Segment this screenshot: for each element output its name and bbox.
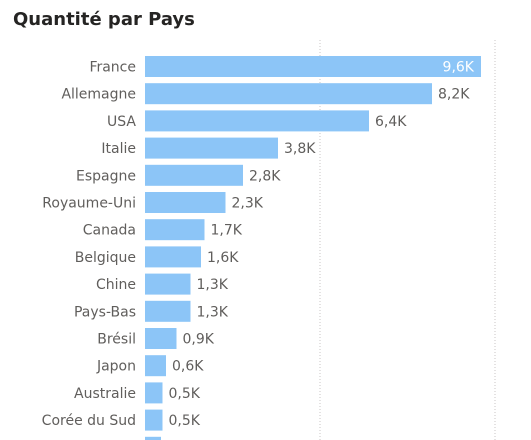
category-label-5: Royaume-Uni [42, 196, 136, 212]
data-label-4: 2,8K [249, 168, 281, 184]
bar-7 [145, 246, 201, 268]
bar-8 [145, 273, 191, 295]
category-label-6: Canada [83, 223, 136, 239]
data-label-12: 0,5K [169, 386, 201, 402]
bar-12 [145, 382, 163, 404]
bar-2 [145, 110, 369, 132]
data-label-9: 1,3K [197, 304, 229, 320]
category-label-12: Australie [74, 386, 136, 402]
data-label-2: 6,4K [375, 114, 407, 130]
data-label-11: 0,6K [172, 359, 204, 375]
category-label-8: Chine [96, 277, 136, 293]
bar-3 [145, 137, 278, 159]
category-label-2: USA [107, 114, 136, 130]
data-label-13: 0,5K [169, 413, 201, 429]
bar-1 [145, 83, 432, 105]
category-label-4: Espagne [76, 168, 136, 184]
chart-title: Quantité par Pays [13, 9, 195, 30]
data-label-6: 1,7K [211, 223, 243, 239]
data-label-8: 1,3K [197, 277, 229, 293]
data-label-7: 1,6K [207, 250, 239, 266]
bar-clipped [145, 436, 161, 440]
category-label-13: Corée du Sud [42, 413, 136, 429]
category-label-0: France [89, 60, 136, 76]
data-label-1: 8,2K [438, 87, 470, 103]
bar-0 [145, 56, 481, 77]
bar-13 [145, 409, 163, 431]
category-label-1: Allemagne [61, 87, 136, 103]
category-label-10: Brésil [97, 332, 136, 348]
bar-6 [145, 219, 205, 241]
category-label-3: Italie [101, 141, 136, 157]
bar-11 [145, 355, 166, 377]
bar-9 [145, 300, 191, 322]
bar-4 [145, 164, 243, 186]
category-label-7: Belgique [75, 250, 136, 266]
data-label-0: 9,6K [443, 60, 475, 76]
bar-10 [145, 328, 177, 349]
data-label-3: 3,8K [284, 141, 316, 157]
category-label-11: Japon [96, 359, 136, 375]
category-label-9: Pays-Bas [74, 304, 136, 320]
bar-5 [145, 192, 226, 213]
data-label-5: 2,3K [232, 196, 264, 212]
data-label-10: 0,9K [183, 332, 215, 348]
